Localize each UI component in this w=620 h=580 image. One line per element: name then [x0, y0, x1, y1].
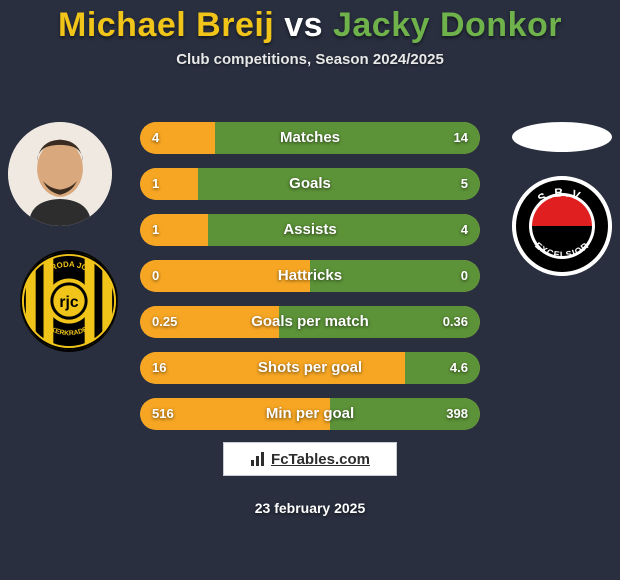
- subtitle: Club competitions, Season 2024/2025: [0, 51, 620, 68]
- stats-comparison: 414Matches 15Goals 14Assists 00Hattricks 0.2…: [140, 122, 480, 444]
- player1-face-icon: [8, 122, 112, 226]
- club2-badge-icon: S.B.V. EXCELSIOR: [512, 176, 612, 276]
- stat-row: 0.250.36Goals per match: [140, 306, 480, 338]
- stat-row: 00Hattricks: [140, 260, 480, 292]
- title-player2: Jacky Donkor: [333, 6, 562, 44]
- stat-label: Min per goal: [140, 398, 480, 430]
- title-player1: Michael Breij: [58, 6, 274, 44]
- stat-row: 414Matches: [140, 122, 480, 154]
- stat-label: Goals: [140, 168, 480, 200]
- stat-row: 516398Min per goal: [140, 398, 480, 430]
- page-title: Michael Breij vs Jacky Donkor: [0, 0, 620, 45]
- fctables-label: FcTables.com: [271, 451, 370, 468]
- stat-label: Shots per goal: [140, 352, 480, 384]
- player2-avatar: [512, 122, 612, 152]
- svg-text:rjc: rjc: [59, 294, 78, 311]
- stat-row: 15Goals: [140, 168, 480, 200]
- player1-club-badge: rjc RODA JC KERKRADE: [20, 250, 118, 352]
- stat-row: 164.6Shots per goal: [140, 352, 480, 384]
- stat-label: Goals per match: [140, 306, 480, 338]
- stat-label: Hattricks: [140, 260, 480, 292]
- chart-icon: [250, 451, 266, 467]
- club1-badge-icon: rjc RODA JC KERKRADE: [20, 250, 118, 352]
- player1-avatar: [8, 122, 112, 226]
- player2-club-badge: S.B.V. EXCELSIOR: [512, 176, 612, 276]
- stat-label: Assists: [140, 214, 480, 246]
- stat-row: 14Assists: [140, 214, 480, 246]
- fctables-link[interactable]: FcTables.com: [223, 442, 397, 476]
- date-label: 23 february 2025: [0, 500, 620, 516]
- stat-label: Matches: [140, 122, 480, 154]
- title-vs: vs: [284, 6, 323, 44]
